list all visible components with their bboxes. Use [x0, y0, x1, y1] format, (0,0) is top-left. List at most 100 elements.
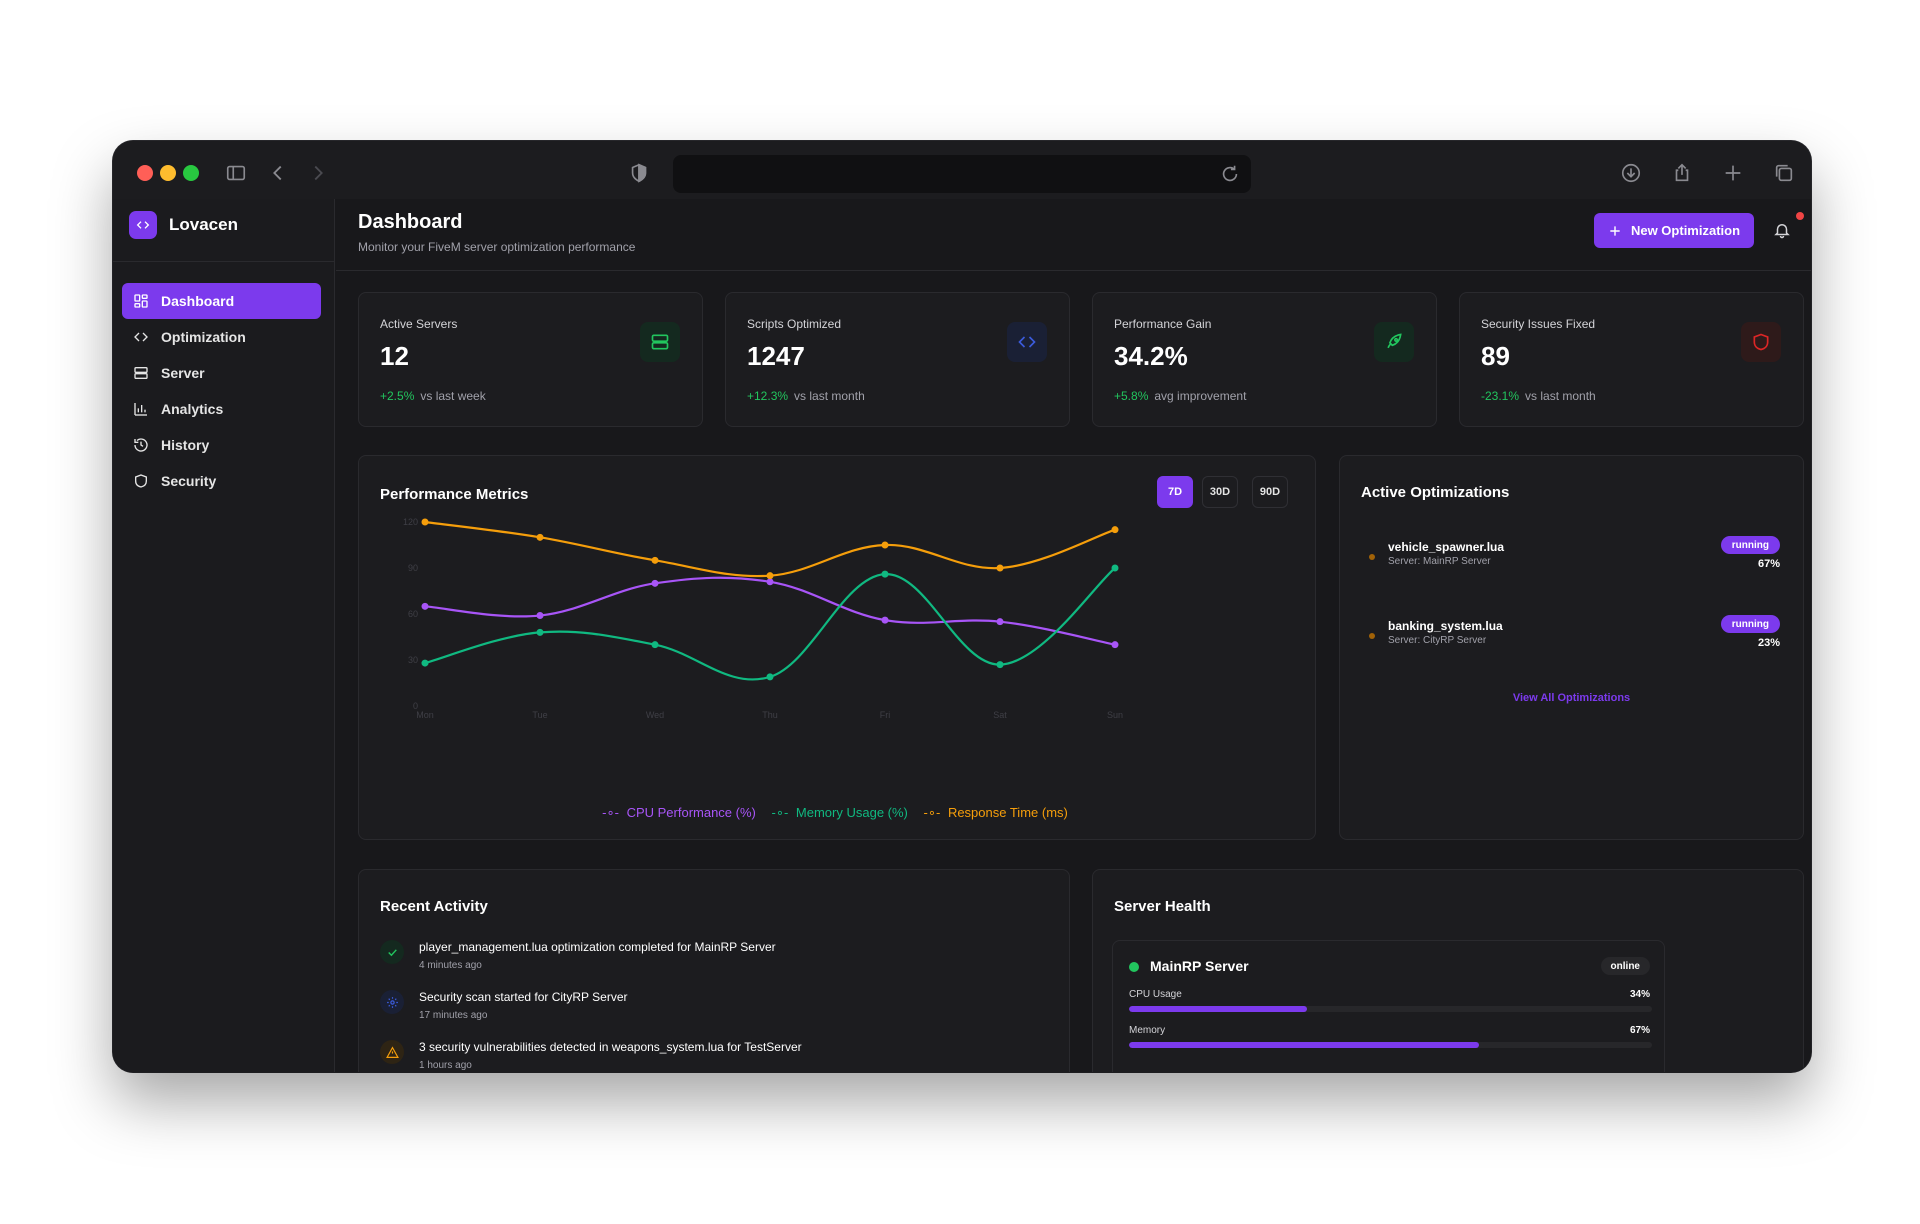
share-icon[interactable]	[1667, 158, 1697, 188]
data-point-1	[881, 570, 889, 578]
activity-time: 1 hours ago	[419, 1060, 472, 1071]
brand-name: Lovacen	[169, 215, 238, 234]
bar-chart-icon	[134, 403, 147, 416]
legend-cpu[interactable]: -∘- CPU Performance (%)	[602, 805, 756, 820]
new-optimization-label: New Optimization	[1630, 223, 1741, 238]
server-health-item[interactable]: MainRP Server online CPU Usage 34% Memor…	[1112, 940, 1665, 1072]
privacy-shield-icon[interactable]	[624, 158, 654, 188]
data-point-2	[766, 572, 774, 580]
metric-label: CPU Usage	[1129, 989, 1182, 1000]
recent-activity-title: Recent Activity	[380, 898, 488, 915]
bell-icon[interactable]	[1773, 221, 1793, 241]
stat-value: 12	[380, 341, 409, 371]
sidebar-toggle-icon[interactable]	[221, 158, 251, 188]
shield-icon	[135, 474, 147, 488]
data-point-2	[536, 533, 544, 541]
data-point-1	[766, 673, 774, 681]
stat-delta-pct: -23.1%	[1481, 389, 1520, 403]
performance-line-chart: 0 30 60 90 120 Mon Tue Wed Thu Fri Sat Sun	[403, 517, 1123, 720]
brand[interactable]: Lovacen	[129, 211, 238, 239]
x-tick-label: Sat	[993, 710, 1007, 720]
x-tick-label: Sun	[1107, 710, 1123, 720]
x-tick-label: Fri	[880, 710, 891, 720]
x-tick-label: Tue	[532, 710, 547, 720]
sidebar-item-label: History	[161, 437, 210, 453]
range-90d-button[interactable]: 90D	[1252, 476, 1288, 508]
back-icon[interactable]	[263, 158, 293, 188]
data-point-1	[651, 641, 659, 649]
series-line-2	[424, 520, 1116, 578]
performance-title: Performance Metrics	[380, 486, 529, 503]
sidebar-item-dashboard[interactable]: Dashboard	[122, 283, 321, 319]
sidebar-item-analytics[interactable]: Analytics	[122, 391, 321, 427]
data-point-0	[421, 602, 429, 610]
data-point-1	[996, 661, 1004, 669]
stat-delta: -23.1% vs last month	[1481, 389, 1596, 403]
stat-delta-pct: +12.3%	[747, 389, 789, 403]
sidebar-item-label: Optimization	[161, 329, 246, 345]
minimize-window-button[interactable]	[160, 165, 176, 181]
y-tick-label: 60	[408, 609, 418, 619]
logo-code-icon	[129, 211, 157, 239]
data-point-1	[536, 628, 544, 636]
tabs-overview-icon[interactable]	[1769, 158, 1799, 188]
sidebar-item-optimization[interactable]: Optimization	[122, 319, 321, 355]
metric-value: 34%	[1629, 989, 1650, 1000]
new-optimization-button[interactable]: New Optimization	[1594, 213, 1754, 248]
forward-icon[interactable]	[303, 158, 333, 188]
sidebar: Lovacen Dashboard Optimization Server	[113, 199, 335, 1072]
stat-label: Scripts Optimized	[747, 317, 842, 331]
stat-delta-note: vs last month	[1525, 389, 1596, 403]
sidebar-item-label: Server	[161, 365, 205, 381]
reload-icon[interactable]	[1219, 163, 1241, 185]
close-window-button[interactable]	[137, 165, 153, 181]
y-tick-label: 120	[403, 517, 418, 527]
y-tick-label: 30	[408, 655, 418, 665]
browser-window: Lovacen Dashboard Optimization Server	[113, 141, 1811, 1072]
x-tick-label: Wed	[646, 710, 664, 720]
optimization-item[interactable]: banking_system.lua Server: CityRP Server…	[1360, 615, 1780, 665]
data-point-0	[1111, 641, 1119, 649]
sidebar-item-label: Analytics	[161, 401, 224, 417]
server-icon	[134, 367, 148, 379]
stat-value: 34.2%	[1114, 341, 1188, 371]
status-badge: online	[1600, 957, 1650, 975]
activity-item[interactable]: Security scan started for CityRP Server …	[380, 990, 980, 1030]
optimization-progress: 67%	[1757, 558, 1780, 570]
legend-memory-label: Memory Usage (%)	[795, 805, 908, 820]
stat-delta-note: avg improvement	[1154, 389, 1247, 403]
activity-item[interactable]: player_management.lua optimization compl…	[380, 940, 980, 980]
legend-memory[interactable]: -∘- Memory Usage (%)	[771, 805, 908, 820]
sidebar-item-security[interactable]: Security	[122, 463, 321, 499]
status-dot	[1369, 633, 1375, 639]
data-point-0	[766, 578, 774, 586]
status-badge: running	[1720, 615, 1780, 633]
shield-icon	[1741, 322, 1781, 362]
stat-label: Active Servers	[380, 317, 458, 331]
server-health-title: Server Health	[1114, 898, 1211, 915]
legend-response[interactable]: -∘- Response Time (ms)	[923, 805, 1068, 820]
optimization-progress: 23%	[1757, 637, 1780, 649]
optimization-item[interactable]: vehicle_spawner.lua Server: MainRP Serve…	[1360, 536, 1780, 586]
address-bar[interactable]	[673, 155, 1251, 193]
stat-label: Performance Gain	[1114, 317, 1212, 331]
sidebar-item-server[interactable]: Server	[122, 355, 321, 391]
download-icon[interactable]	[1616, 158, 1646, 188]
zoom-window-button[interactable]	[183, 165, 199, 181]
range-30d-button[interactable]: 30D	[1202, 476, 1238, 508]
plus-icon	[1610, 225, 1620, 236]
new-tab-icon[interactable]	[1718, 158, 1748, 188]
range-7d-button[interactable]: 7D	[1157, 476, 1193, 508]
stat-delta: +12.3% vs last month	[747, 389, 865, 403]
sidebar-item-history[interactable]: History	[122, 427, 321, 463]
chart-legend: -∘- CPU Performance (%) -∘- Memory Usage…	[359, 805, 1315, 821]
data-point-2	[651, 556, 659, 564]
sidebar-item-label: Security	[161, 473, 217, 489]
stat-card-performance-gain: Performance Gain 34.2% +5.8% avg improvem…	[1092, 292, 1437, 427]
activity-item[interactable]: 3 security vulnerabilities detected in w…	[380, 1040, 980, 1072]
data-point-1	[421, 659, 429, 667]
code-icon	[134, 332, 148, 342]
data-point-0	[996, 618, 1004, 626]
view-all-optimizations-link[interactable]: View All Optimizations	[1512, 692, 1631, 704]
data-point-0	[651, 579, 659, 587]
